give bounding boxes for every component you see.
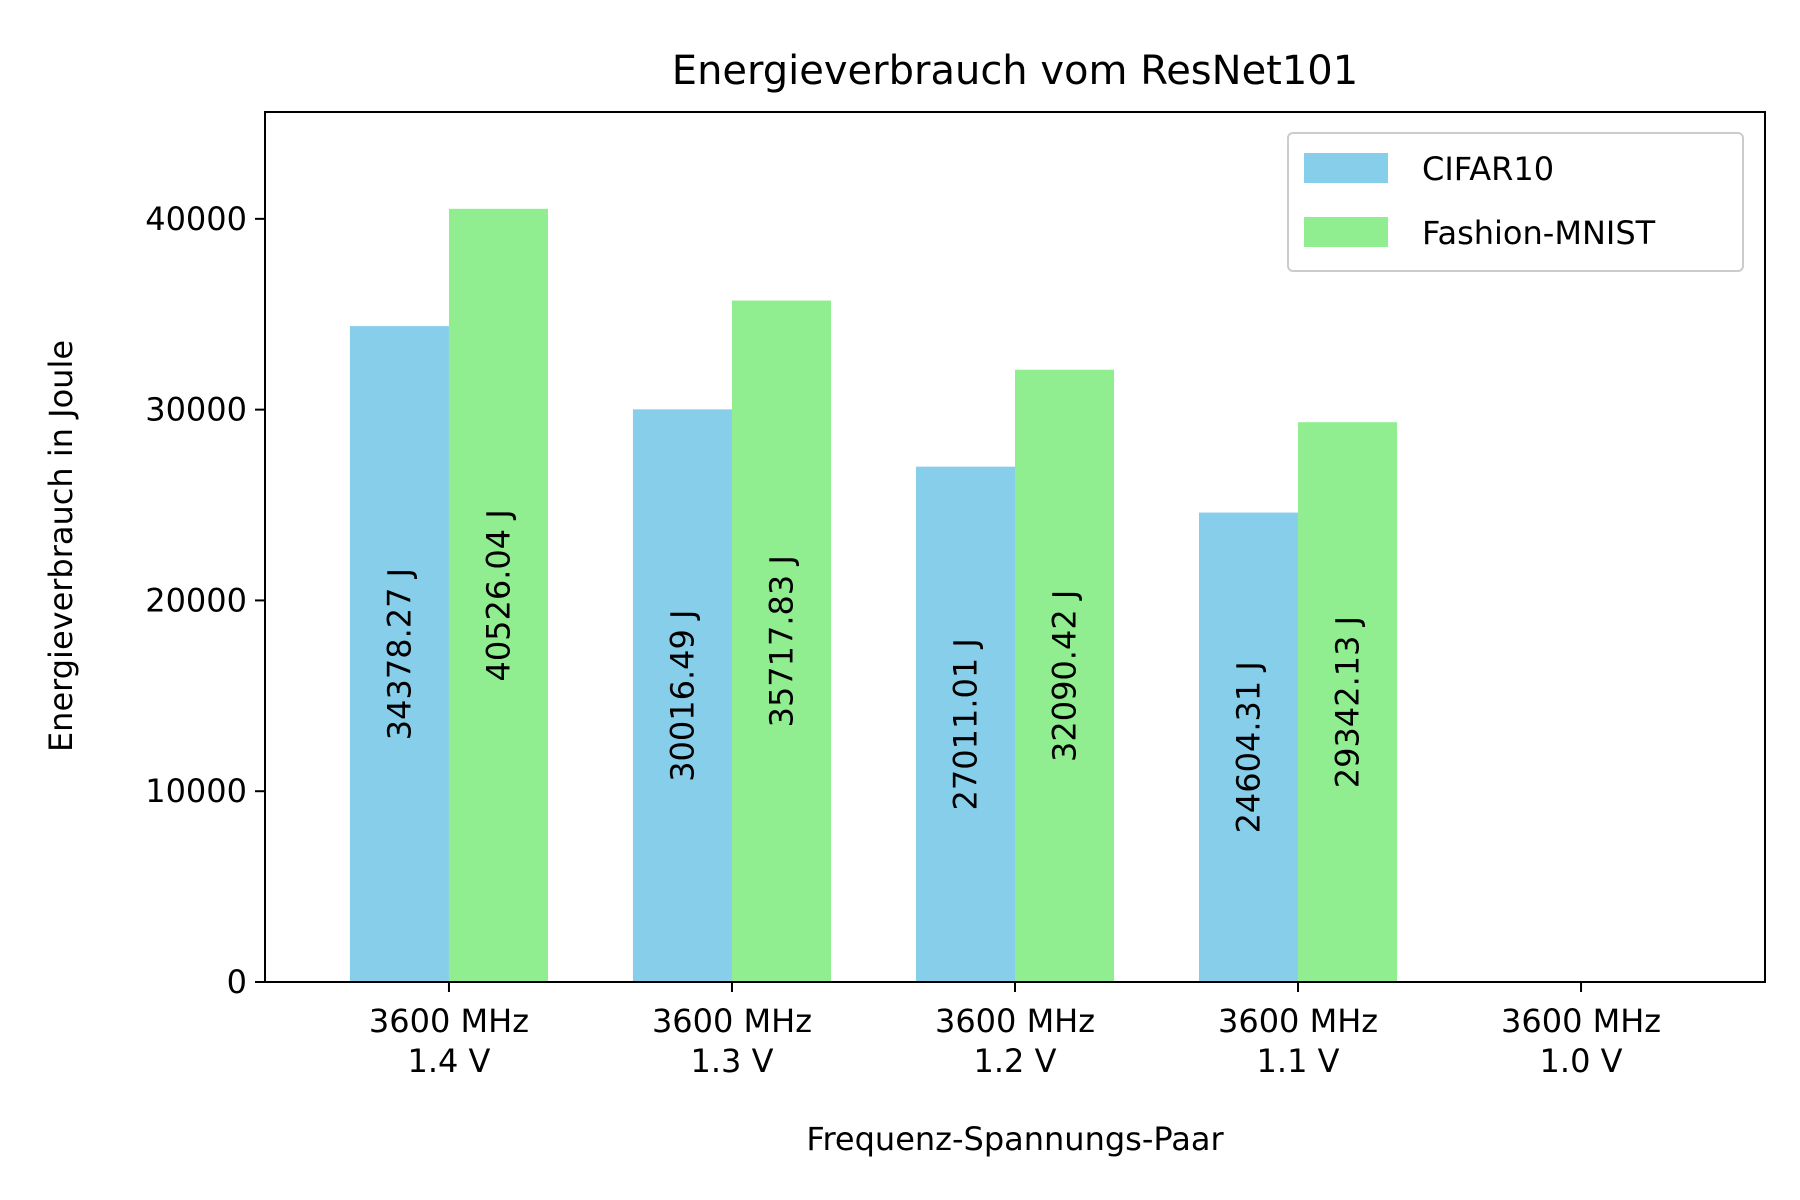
x-tick-label-line: 3600 MHz (652, 1002, 812, 1040)
x-tick-label: 3600 MHz 1.0 V (1501, 1002, 1661, 1080)
x-axis-label: Frequenz-Spannungs-Paar (806, 1120, 1224, 1158)
x-tick-label: 3600 MHz 1.4 V (369, 1002, 529, 1080)
bar-value-label: 30016.49 J (663, 610, 701, 782)
y-axis-label: Energieverbrauch in Joule (42, 340, 80, 752)
x-tick-label-line: 1.2 V (974, 1042, 1057, 1080)
y-tick-label: 0 (227, 963, 247, 1001)
x-tick-label-line: 1.0 V (1540, 1042, 1623, 1080)
y-tick-label: 10000 (145, 772, 247, 810)
x-tick-label-line: 1.4 V (407, 1042, 490, 1080)
bar-value-label: 40526.04 J (479, 509, 517, 681)
bar-value-label: 27011.01 J (946, 638, 984, 810)
bar-value-label: 29342.13 J (1329, 616, 1367, 788)
y-tick-label: 40000 (145, 200, 247, 238)
x-tick-label-line: 1.3 V (691, 1042, 774, 1080)
bar-labels-group: 34378.27 J 30016.49 J 27011.01 J 24604.31 J… (380, 509, 1366, 833)
y-tick-label: 30000 (145, 391, 247, 429)
bar-value-label: 24604.31 J (1229, 661, 1267, 833)
bar-1-3 (1298, 422, 1398, 982)
bar-value-label: 34378.27 J (380, 568, 418, 740)
bar-0-0 (349, 326, 449, 983)
x-tick-label-line: 1.1 V (1257, 1042, 1340, 1080)
x-tick-label: 3600 MHz 1.1 V (1218, 1002, 1378, 1080)
y-axis: 0 10000 20000 30000 40000 (145, 200, 265, 1001)
x-tick-label-line: 3600 MHz (369, 1002, 529, 1040)
legend: CIFAR10 Fashion-MNIST (1287, 132, 1744, 272)
x-tick-label: 3600 MHz 1.3 V (652, 1002, 812, 1080)
x-tick-label-line: 3600 MHz (1501, 1002, 1661, 1040)
legend-swatch (1304, 217, 1388, 247)
bar-value-label: 35717.83 J (763, 555, 801, 727)
x-tick-label-line: 3600 MHz (1218, 1002, 1378, 1040)
legend-label: Fashion-MNIST (1422, 214, 1656, 252)
bar-value-label: 32090.42 J (1046, 590, 1084, 762)
legend-swatch (1304, 153, 1388, 183)
bar-1-2 (1015, 369, 1115, 983)
bar-0-2 (915, 466, 1015, 983)
legend-label: CIFAR10 (1422, 150, 1554, 188)
x-tick-label: 3600 MHz 1.2 V (935, 1002, 1095, 1080)
bars-group (349, 208, 1398, 983)
bar-0-3 (1198, 512, 1299, 982)
chart-title: Energieverbrauch vom ResNet101 (672, 48, 1358, 94)
bar-0-1 (632, 409, 732, 982)
y-tick-label: 20000 (145, 581, 247, 619)
bar-1-0 (448, 208, 549, 983)
bar-1-1 (731, 300, 832, 983)
legend-box (1287, 132, 1744, 272)
x-tick-label-line: 3600 MHz (935, 1002, 1095, 1040)
